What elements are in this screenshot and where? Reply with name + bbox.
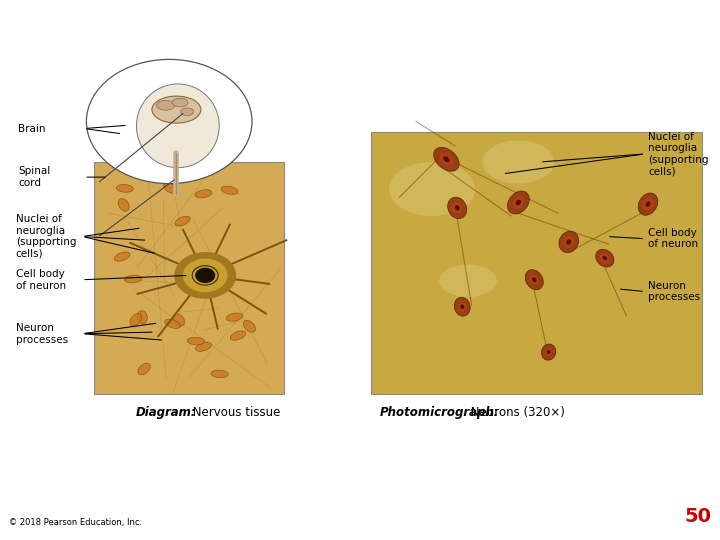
Ellipse shape [195,190,212,198]
Ellipse shape [138,310,148,323]
Circle shape [184,259,227,292]
Ellipse shape [452,202,462,214]
Ellipse shape [595,249,614,267]
Ellipse shape [389,162,475,216]
Ellipse shape [513,196,524,209]
Ellipse shape [221,186,238,194]
Ellipse shape [433,147,459,171]
Ellipse shape [516,200,521,205]
Text: Cell body
of neuron: Cell body of neuron [648,228,698,249]
Text: Neurons (320×): Neurons (320×) [467,406,564,419]
Text: Diagram:: Diagram: [135,406,196,419]
Ellipse shape [603,256,607,260]
Ellipse shape [114,252,130,261]
Text: Nervous tissue: Nervous tissue [189,406,281,419]
Ellipse shape [454,298,470,316]
Ellipse shape [165,319,181,328]
Ellipse shape [508,191,529,214]
Text: Photomicrograph:: Photomicrograph: [380,406,500,419]
Ellipse shape [482,140,554,184]
Circle shape [86,59,252,184]
Text: Nuclei of
neuroglia
(supporting
cells): Nuclei of neuroglia (supporting cells) [16,214,76,259]
Ellipse shape [544,348,553,356]
Ellipse shape [646,201,650,207]
Ellipse shape [181,108,194,116]
Ellipse shape [567,239,571,245]
Ellipse shape [559,231,579,253]
Ellipse shape [525,269,544,290]
Ellipse shape [157,100,174,110]
Ellipse shape [138,363,150,375]
Ellipse shape [163,183,177,193]
Text: 50: 50 [684,508,711,526]
Ellipse shape [118,199,130,211]
Circle shape [175,253,235,298]
Text: Cell body
of neuron: Cell body of neuron [16,269,66,291]
Ellipse shape [448,197,467,219]
Ellipse shape [137,84,220,167]
Ellipse shape [563,236,575,248]
Ellipse shape [174,314,184,326]
Ellipse shape [458,301,467,312]
Text: Spinal
cord: Spinal cord [18,166,50,188]
Ellipse shape [529,274,539,285]
Ellipse shape [532,277,536,282]
Ellipse shape [460,305,464,309]
Text: Brain: Brain [18,124,45,133]
Text: Nuclei of
neuroglia
(supporting
cells): Nuclei of neuroglia (supporting cells) [648,132,708,176]
Ellipse shape [455,205,459,211]
Ellipse shape [638,193,658,215]
Ellipse shape [444,156,449,163]
Ellipse shape [439,153,454,166]
Ellipse shape [187,338,204,345]
Ellipse shape [546,350,551,354]
Ellipse shape [196,342,212,352]
Ellipse shape [226,313,243,321]
Ellipse shape [642,198,654,210]
Text: Neuron
processes: Neuron processes [16,323,68,345]
Circle shape [196,268,215,282]
Ellipse shape [243,320,256,332]
Text: © 2018 Pearson Education, Inc.: © 2018 Pearson Education, Inc. [9,517,142,526]
Ellipse shape [211,370,228,377]
Ellipse shape [130,314,142,326]
Ellipse shape [439,265,497,297]
Ellipse shape [116,185,133,192]
Ellipse shape [230,331,246,340]
Ellipse shape [541,344,556,360]
Bar [94,162,284,394]
Bar [371,132,702,394]
Ellipse shape [152,96,201,123]
Ellipse shape [600,253,610,263]
Text: Neuron
processes: Neuron processes [648,281,700,302]
Ellipse shape [125,275,142,283]
Ellipse shape [172,98,188,107]
Ellipse shape [175,216,190,226]
